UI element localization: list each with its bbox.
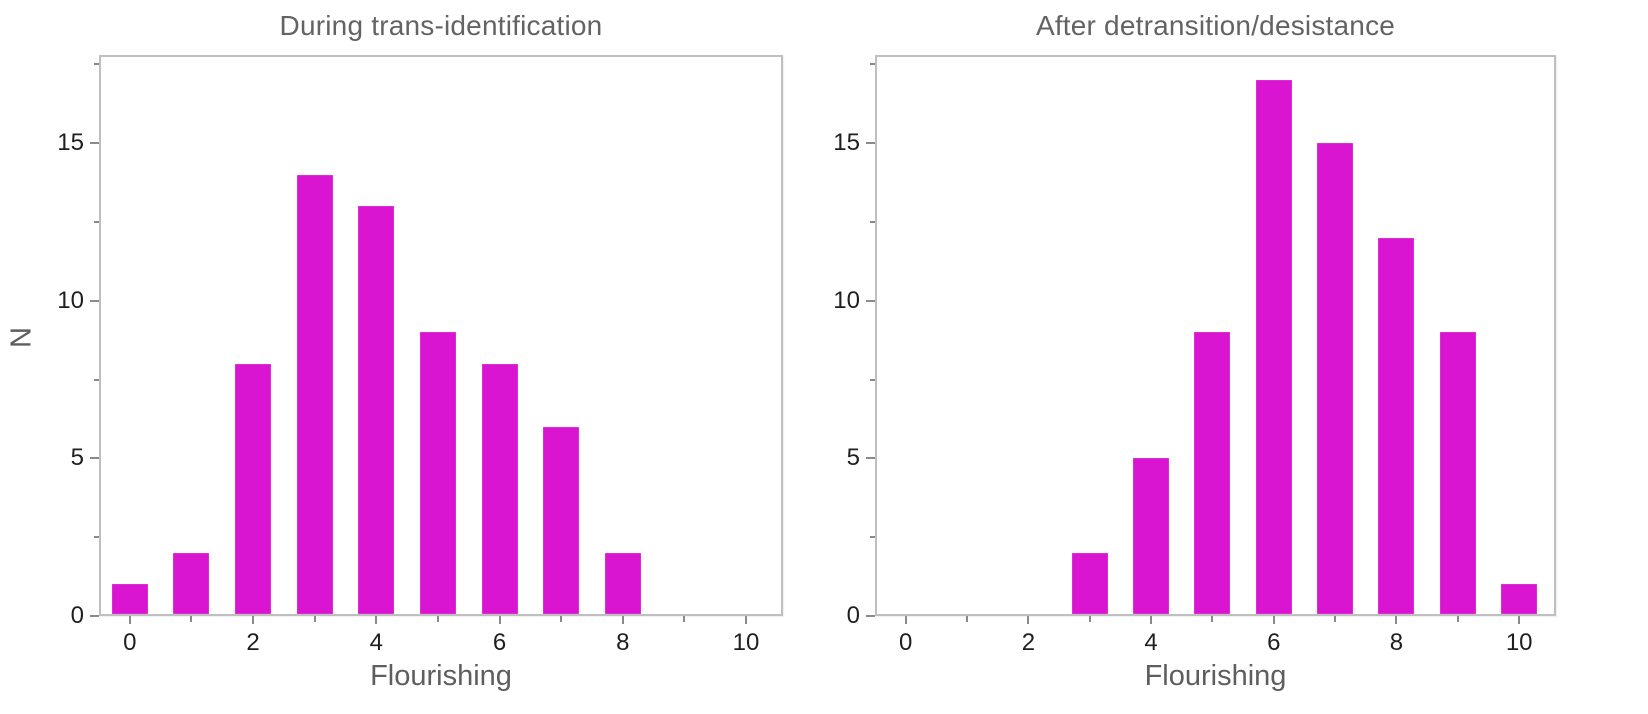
histogram-bar bbox=[1501, 584, 1538, 614]
x-minor-tick bbox=[313, 616, 316, 622]
y-minor-tick bbox=[870, 378, 875, 381]
histogram-after-detransition-desistance: After detransition/desistance 0 5 10 15 0 2 4 6… bbox=[824, 0, 1648, 714]
x-minor-tick bbox=[1211, 616, 1214, 622]
x-tick-label: 4 bbox=[1144, 629, 1158, 656]
histogram-bar bbox=[419, 332, 456, 614]
histogram-bar bbox=[1194, 332, 1231, 614]
x-minor-tick bbox=[436, 616, 439, 622]
y-major-tick bbox=[866, 457, 875, 460]
y-major-tick bbox=[90, 457, 99, 460]
y-minor-tick bbox=[94, 63, 99, 66]
chart-title: During trans-identification bbox=[279, 10, 603, 41]
x-major-tick bbox=[1395, 616, 1398, 624]
x-major-tick bbox=[252, 616, 255, 624]
y-minor-tick bbox=[870, 536, 875, 539]
x-major-tick bbox=[1518, 616, 1521, 624]
histogram-bar bbox=[1071, 552, 1108, 614]
x-major-tick bbox=[621, 616, 624, 624]
x-tick-label: 2 bbox=[1021, 629, 1036, 656]
y-major-tick bbox=[90, 615, 99, 617]
x-major-tick bbox=[498, 616, 501, 624]
y-tick-label: 15 bbox=[833, 129, 860, 157]
histogram-bar bbox=[543, 426, 580, 614]
histogram-bar bbox=[1378, 237, 1415, 614]
y-axis-label: N bbox=[5, 327, 38, 348]
y-tick-label: 5 bbox=[846, 444, 860, 472]
histogram-bar bbox=[1255, 80, 1292, 614]
x-minor-tick bbox=[190, 616, 193, 622]
histogram-during-trans-identification: During trans-identification 0 5 10 15 0 2 4 6 8 1… bbox=[5, 10, 783, 692]
x-major-tick bbox=[128, 616, 131, 624]
x-axis-label: Flourishing bbox=[1144, 660, 1287, 692]
y-minor-tick bbox=[94, 378, 99, 381]
y-minor-tick bbox=[870, 221, 875, 224]
y-tick-label: 0 bbox=[846, 602, 860, 629]
x-minor-tick bbox=[1334, 616, 1337, 622]
histogram-bar bbox=[1317, 143, 1354, 614]
y-major-tick bbox=[866, 299, 875, 302]
x-tick-label: 0 bbox=[123, 629, 137, 656]
x-axis-label: Flourishing bbox=[370, 660, 512, 692]
x-tick-label: 10 bbox=[732, 629, 760, 656]
x-major-tick bbox=[1272, 616, 1275, 624]
histogram-bar bbox=[604, 552, 641, 614]
histogram-bar bbox=[173, 552, 210, 614]
y-major-tick bbox=[866, 142, 875, 145]
y-tick-label: 10 bbox=[833, 286, 860, 314]
histogram-bar bbox=[1439, 332, 1476, 614]
x-minor-tick bbox=[1088, 616, 1091, 622]
y-minor-tick bbox=[94, 221, 99, 224]
histogram-bar bbox=[235, 363, 272, 614]
y-major-tick bbox=[90, 299, 99, 302]
y-major-tick bbox=[866, 615, 875, 617]
histogram-bar bbox=[1133, 458, 1170, 614]
x-tick-label: 8 bbox=[1389, 629, 1404, 656]
histogram-bar bbox=[296, 174, 333, 614]
x-tick-label: 10 bbox=[1505, 629, 1533, 656]
x-tick-label: 6 bbox=[1267, 629, 1281, 656]
y-major-tick bbox=[90, 142, 99, 145]
x-major-tick bbox=[375, 616, 378, 624]
y-tick-label: 0 bbox=[70, 602, 84, 629]
x-minor-tick bbox=[966, 616, 969, 622]
histogram-bar bbox=[358, 206, 395, 614]
y-tick-label: 5 bbox=[70, 444, 84, 472]
y-minor-tick bbox=[94, 536, 99, 539]
x-tick-label: 6 bbox=[492, 629, 507, 656]
x-major-tick bbox=[904, 616, 907, 624]
histogram-bar bbox=[481, 363, 518, 614]
x-tick-label: 8 bbox=[616, 629, 630, 656]
y-tick-label: 10 bbox=[57, 286, 84, 314]
x-tick-label: 2 bbox=[246, 629, 260, 656]
x-minor-tick bbox=[683, 616, 686, 622]
x-tick-label: 0 bbox=[898, 629, 913, 656]
x-major-tick bbox=[745, 616, 748, 624]
x-tick-label: 4 bbox=[369, 629, 383, 656]
y-tick-label: 15 bbox=[57, 129, 84, 157]
x-major-tick bbox=[1027, 616, 1030, 624]
histogram-bar bbox=[111, 584, 148, 614]
x-major-tick bbox=[1150, 616, 1153, 624]
x-minor-tick bbox=[1456, 616, 1459, 622]
y-minor-tick bbox=[870, 63, 875, 66]
x-minor-tick bbox=[560, 616, 563, 622]
chart-title: After detransition/desistance bbox=[1035, 10, 1396, 41]
